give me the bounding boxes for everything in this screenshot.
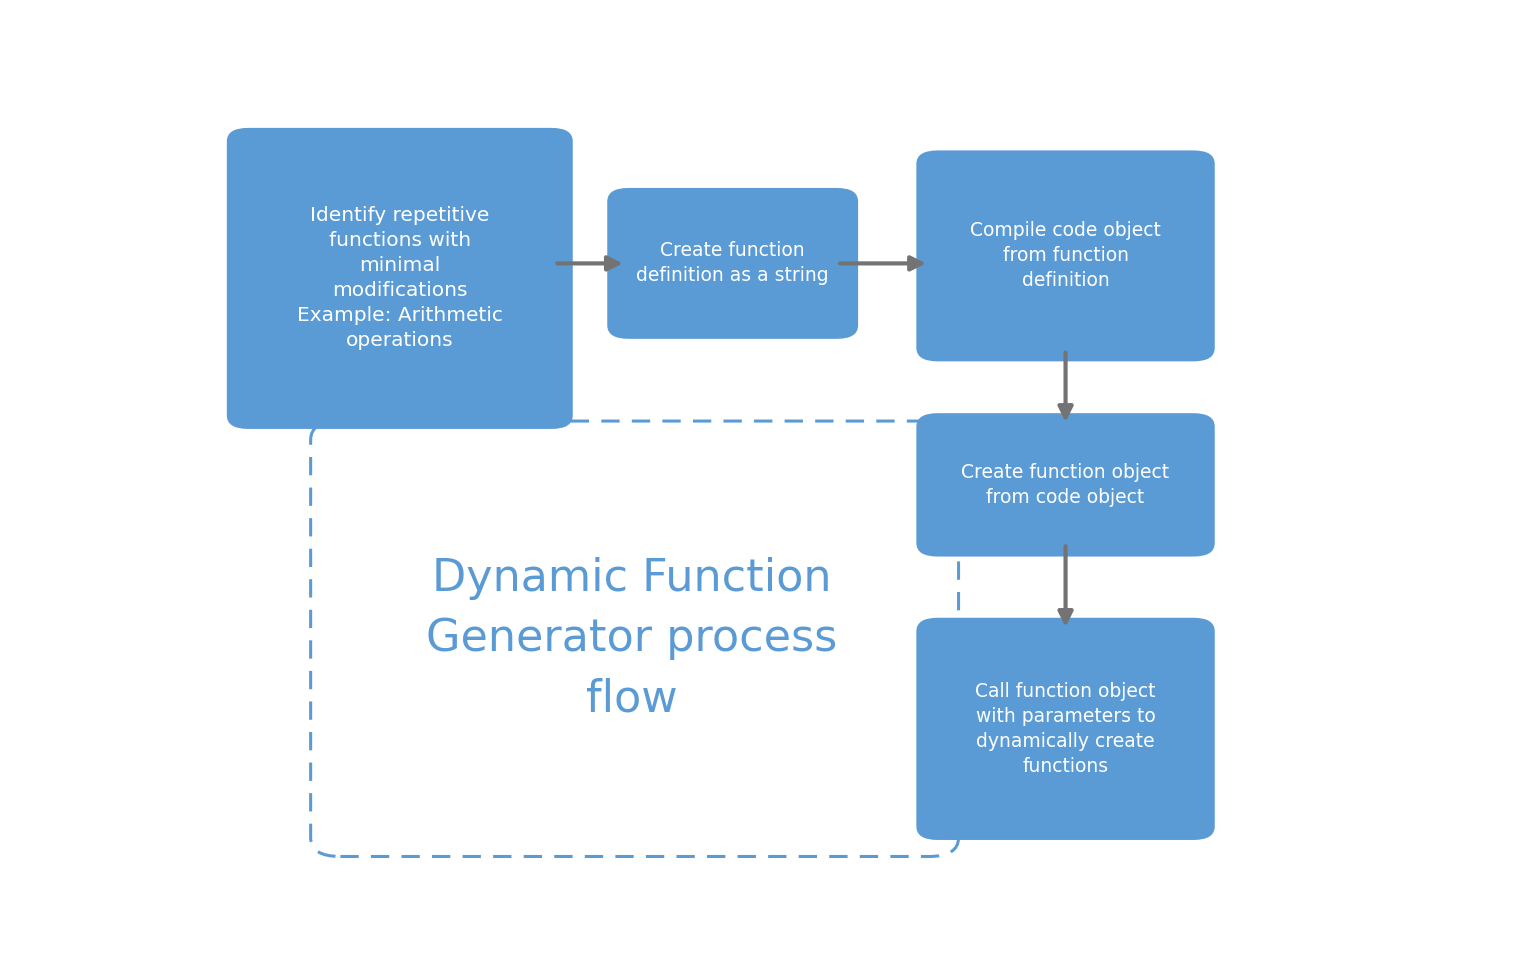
Text: Identify repetitive
functions with
minimal
modifications
Example: Arithmetic
ope: Identify repetitive functions with minim… — [298, 207, 503, 350]
FancyBboxPatch shape — [916, 413, 1215, 557]
Text: Call function object
with parameters to
dynamically create
functions: Call function object with parameters to … — [976, 682, 1155, 776]
Text: Compile code object
from function
definition: Compile code object from function defini… — [969, 221, 1161, 291]
FancyBboxPatch shape — [607, 188, 858, 339]
FancyBboxPatch shape — [916, 618, 1215, 840]
Text: Dynamic Function
Generator process
flow: Dynamic Function Generator process flow — [426, 558, 838, 721]
FancyBboxPatch shape — [227, 128, 572, 429]
Text: Create function object
from code object: Create function object from code object — [962, 463, 1169, 507]
FancyBboxPatch shape — [916, 150, 1215, 362]
Text: Create function
definition as a string: Create function definition as a string — [637, 242, 828, 286]
